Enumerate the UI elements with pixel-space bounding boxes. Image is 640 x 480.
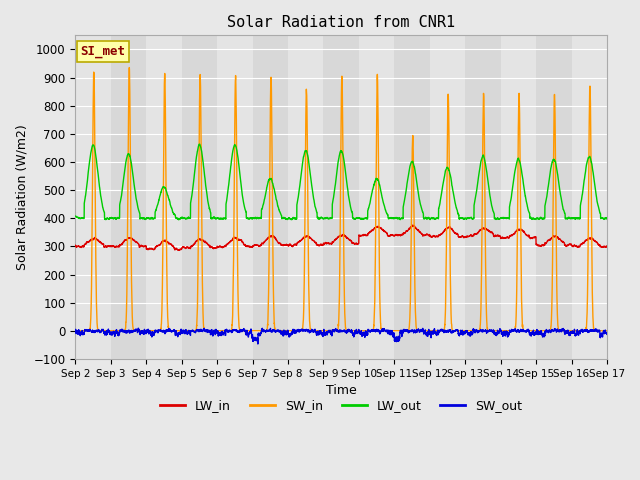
Bar <box>429 36 465 359</box>
Bar <box>288 36 323 359</box>
Bar <box>500 36 536 359</box>
Bar <box>394 36 429 359</box>
Bar <box>536 36 572 359</box>
Bar <box>465 36 500 359</box>
Bar <box>147 36 182 359</box>
Legend: LW_in, SW_in, LW_out, SW_out: LW_in, SW_in, LW_out, SW_out <box>155 395 527 418</box>
Y-axis label: Solar Radiation (W/m2): Solar Radiation (W/m2) <box>15 124 28 270</box>
Bar <box>572 36 607 359</box>
Bar <box>217 36 253 359</box>
X-axis label: Time: Time <box>326 384 356 397</box>
Bar <box>182 36 217 359</box>
Bar <box>111 36 147 359</box>
Bar <box>323 36 359 359</box>
Text: SI_met: SI_met <box>81 45 125 58</box>
Bar <box>76 36 111 359</box>
Title: Solar Radiation from CNR1: Solar Radiation from CNR1 <box>227 15 455 30</box>
Bar <box>359 36 394 359</box>
Bar <box>253 36 288 359</box>
